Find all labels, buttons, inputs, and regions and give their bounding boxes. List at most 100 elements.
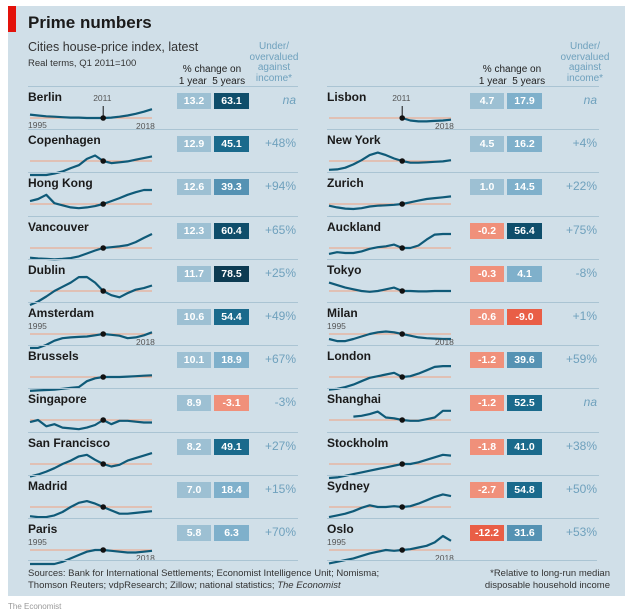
change-5years-box: 63.1: [214, 93, 249, 109]
price-index-line: [328, 195, 452, 211]
price-index-line: [328, 151, 452, 172]
valuation-label-line: income*: [255, 72, 293, 84]
valuation-value: +25%: [264, 265, 296, 280]
table-bottom-rule: [28, 560, 298, 561]
table-row: Berlin 1995 2018 2011 13.2 63.1 na: [28, 90, 308, 132]
year-label-start: 1995: [28, 120, 47, 130]
change-1year-box: 4.7: [470, 93, 504, 109]
valuation-value: +48%: [264, 136, 296, 151]
valuation-value: +22%: [565, 179, 597, 194]
sources-line: Sources: Bank for International Settleme…: [28, 568, 380, 579]
marker-2011: [399, 158, 405, 164]
row-separator: [28, 431, 298, 433]
sparkline: [29, 232, 153, 260]
price-index-line: [29, 275, 153, 306]
city-name: London: [327, 349, 371, 364]
change-5years-box: -9.0: [507, 309, 542, 325]
marker-2011: [399, 244, 405, 251]
city-name: Oslo: [327, 522, 354, 536]
year-label-end: 2018: [136, 337, 155, 347]
valuation-value: +49%: [264, 309, 296, 323]
chart-note: Real terms, Q1 2011=100: [28, 58, 137, 69]
header-1year: 1 year: [178, 76, 207, 87]
sources-economist: The Economist: [277, 580, 341, 591]
change-5years-box: 39.6: [507, 352, 542, 369]
change-1year-box: 10.1: [177, 352, 211, 369]
row-separator: [327, 172, 599, 174]
change-1year-box: -1.2: [470, 395, 504, 412]
row-separator: [327, 388, 599, 390]
row-separator: [28, 345, 298, 347]
footnote-line: disposable household income: [484, 580, 610, 591]
price-index-line: [29, 232, 153, 260]
row-separator: [327, 302, 599, 303]
table-row: Amsterdam 1995 2018 10.6 54.4 +49%: [28, 306, 308, 350]
marker-2011: [100, 158, 106, 164]
city-name: Milan: [327, 306, 358, 320]
valuation-value: +38%: [565, 438, 597, 453]
year-label-end: 2018: [136, 553, 155, 563]
change-5years-box: 39.3: [214, 179, 249, 196]
row-separator: [327, 345, 599, 347]
marker-2011: [100, 287, 106, 294]
marker-2011: [100, 244, 106, 251]
row-separator: [327, 86, 599, 87]
sparkline: [29, 499, 153, 518]
row-separator: [28, 129, 298, 131]
table-row: Sydney -2.7 54.8 +50%: [327, 479, 607, 521]
table-row: Zurich 1.0 14.5 +22%: [327, 176, 607, 218]
header-valuation-right: Under/ overvalued against income*: [555, 41, 615, 84]
price-index-line: [29, 331, 153, 350]
footnote-line: *Relative to long-run median: [490, 568, 610, 579]
change-1year-box: -0.6: [470, 309, 504, 325]
brand-red-bar: [8, 6, 16, 32]
sparkline: [29, 189, 152, 210]
valuation-label-line: Under/: [258, 41, 289, 52]
price-index-line: [29, 419, 152, 431]
sparkline: [30, 547, 153, 566]
city-name: Dublin: [28, 262, 66, 277]
year-label-start: 1995: [327, 321, 346, 331]
header-periods: 1 year 5 years: [472, 76, 552, 88]
marker-2011: [399, 417, 405, 424]
sparkline: [29, 417, 152, 431]
year-label-end: 2018: [435, 553, 454, 563]
change-5years-box: 14.5: [507, 179, 542, 196]
price-index-line: [30, 548, 153, 566]
valuation-value: na: [282, 93, 296, 107]
marker-2011: [100, 417, 106, 424]
change-1year-box: -1.2: [470, 352, 504, 369]
table-row: London -1.2 39.6 +59%: [327, 349, 607, 391]
marker-2011: [100, 503, 106, 510]
change-1year-box: -0.3: [470, 265, 504, 282]
table-row: New York 4.5 16.2 +4%: [327, 133, 607, 175]
city-name: Tokyo: [327, 262, 362, 277]
header-change-label: % change on: [482, 64, 542, 75]
valuation-value: +1%: [572, 309, 597, 323]
year-label-end: 2018: [435, 337, 454, 347]
valuation-value: na: [583, 395, 597, 410]
city-name: Zurich: [327, 176, 364, 191]
table-row: Singapore 8.9 -3.1 -3%: [28, 392, 308, 434]
change-1year-box: 1.0: [470, 179, 504, 196]
valuation-value: +67%: [264, 352, 296, 367]
change-1year-box: 5.8: [177, 525, 211, 541]
sparkline: [30, 154, 153, 177]
valuation-value: +50%: [565, 481, 597, 496]
city-name: New York: [327, 133, 381, 148]
change-5years-box: 18.9: [214, 352, 249, 369]
valuation-value: +4%: [572, 136, 597, 151]
valuation-value: -3%: [274, 395, 296, 410]
marker-2011: [100, 460, 106, 467]
year-label-end: 2018: [435, 121, 454, 131]
valuation-value: +59%: [565, 352, 597, 367]
price-index-line: [328, 281, 451, 293]
table-row: San Francisco 8.2 49.1 +27%: [28, 436, 308, 478]
price-index-line: [29, 108, 153, 120]
sparkline: [328, 281, 451, 294]
change-1year-box: -12.2: [470, 525, 504, 541]
valuation-label-line: Under/: [569, 41, 600, 52]
header-change-left: % change on 1 year 5 years: [172, 64, 252, 88]
marker-2011: [399, 287, 405, 294]
change-5years-box: 16.2: [507, 136, 542, 153]
